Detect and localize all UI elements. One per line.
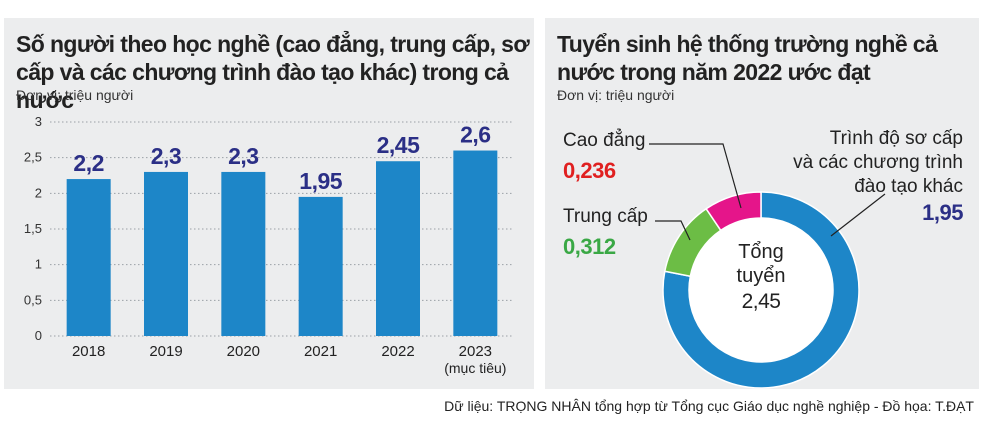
bar-value-label: 2,6 xyxy=(460,122,490,148)
bar-value-label: 2,45 xyxy=(377,132,420,158)
donut-slice xyxy=(662,191,860,389)
x-tick-label: 2021 xyxy=(304,343,337,360)
donut-center-value: 2,45 xyxy=(741,290,781,313)
cao-dang-leader xyxy=(649,143,742,209)
bar-2020 xyxy=(221,171,266,336)
bar-chart-title: Số người theo học nghề (cao đẳng, trung … xyxy=(16,31,530,113)
so-cap-value: 1,95 xyxy=(922,200,963,225)
y-tick-label: 3 xyxy=(35,114,42,129)
so-cap-label-line1: Trình độ sơ cấp xyxy=(829,128,963,149)
y-tick-label: 0 xyxy=(35,328,42,343)
donut-chart-panel: Tuyển sinh hệ thống trường nghề cả nước … xyxy=(545,18,979,389)
x-tick-label: 2020 xyxy=(227,343,260,360)
cao-dang-label: Cao đẳng xyxy=(563,130,646,151)
donut-center-label: Tổng tuyển xyxy=(721,240,801,288)
so-cap-leader xyxy=(830,193,886,237)
bar-value-label: 2,3 xyxy=(228,143,258,169)
trung-cap-label: Trung cấp xyxy=(563,206,648,227)
x-tick-label: 2018 xyxy=(72,343,105,360)
donut-chart-unit: Đơn vị: triệu người xyxy=(557,87,675,103)
x-tick-label: 2019 xyxy=(149,343,182,360)
x-tick-sublabel: (mục tiêu) xyxy=(444,360,506,376)
so-cap-label-line3: đào tạo khác xyxy=(854,176,963,197)
donut-chart-plot xyxy=(649,143,886,389)
y-tick-label: 1 xyxy=(35,257,42,272)
trung-cap-leader xyxy=(655,220,691,241)
source-credit: Dữ liệu: TRỌNG NHÂN tổng hợp từ Tổng cục… xyxy=(444,398,974,414)
bar-value-label: 1,95 xyxy=(299,168,342,194)
y-tick-label: 1,5 xyxy=(24,221,42,236)
donut-center-line1: Tổng xyxy=(738,241,784,263)
bar-value-label: 2,2 xyxy=(73,150,103,176)
x-tick-label: 2022 xyxy=(381,343,414,360)
so-cap-label: Trình độ sơ cấp và các chương trình đào … xyxy=(793,127,963,199)
cao-dang-value: 0,236 xyxy=(563,158,616,183)
so-cap-label-line2: và các chương trình xyxy=(793,152,963,173)
donut-chart-title: Tuyển sinh hệ thống trường nghề cả nước … xyxy=(557,31,938,85)
bar-2019 xyxy=(144,171,188,336)
bar-2021 xyxy=(298,196,343,336)
x-tick-label: 2023 xyxy=(459,343,492,360)
bar-2018 xyxy=(66,179,111,336)
bar-value-label: 2,3 xyxy=(151,143,181,169)
y-tick-label: 2 xyxy=(35,185,42,200)
donut-hole xyxy=(689,218,833,362)
y-tick-label: 0,5 xyxy=(24,292,42,307)
y-tick-label: 2,5 xyxy=(24,150,42,165)
bar-chart-panel: Số người theo học nghề (cao đẳng, trung … xyxy=(4,18,534,389)
bar-2022 xyxy=(376,161,420,336)
bar-chart-unit: Đơn vị: triệu người xyxy=(16,87,134,103)
donut-slice xyxy=(705,191,762,232)
bar-chart-plot: 0 0,5 1 1,5 2 2,5 3 2,2 2018 2,3 2019 2,3 2020 1,95 20… xyxy=(24,114,514,376)
bar-2023 xyxy=(453,150,498,336)
donut-center-line2: tuyển xyxy=(736,265,786,287)
trung-cap-value: 0,312 xyxy=(563,234,616,259)
